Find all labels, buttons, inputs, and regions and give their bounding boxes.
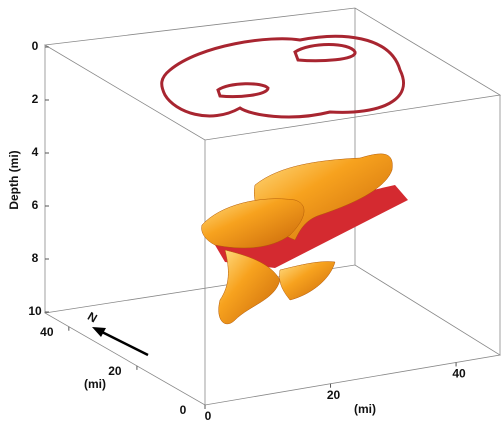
y-axis-label: (mi) — [84, 377, 106, 391]
x-tick-label: 0 — [205, 409, 212, 423]
depth-tick-label: 2 — [32, 92, 39, 106]
x-axis-label: (mi) — [354, 402, 376, 416]
figure: Depth (mi) (mi) (mi) N 0 2 4 6 8 10 0 20 40 0 20 40 — [0, 0, 503, 424]
x-tick-label: 40 — [452, 367, 466, 381]
y-tick-label: 40 — [40, 325, 54, 339]
surface-contour — [162, 36, 404, 117]
depth-tick-label: 6 — [32, 198, 39, 212]
depth-axis-label: Depth (mi) — [7, 150, 21, 209]
depth-tick-label: 0 — [32, 39, 39, 53]
y-tick-label: 0 — [180, 403, 187, 417]
depth-tick-label: 4 — [32, 145, 39, 159]
depth-tick-label: 10 — [28, 304, 42, 318]
x-tick-label: 20 — [327, 388, 341, 402]
depth-tick-label: 8 — [32, 251, 39, 265]
north-label: N — [85, 309, 100, 325]
y-tick-label: 20 — [108, 364, 122, 378]
north-arrow: N — [85, 309, 148, 355]
